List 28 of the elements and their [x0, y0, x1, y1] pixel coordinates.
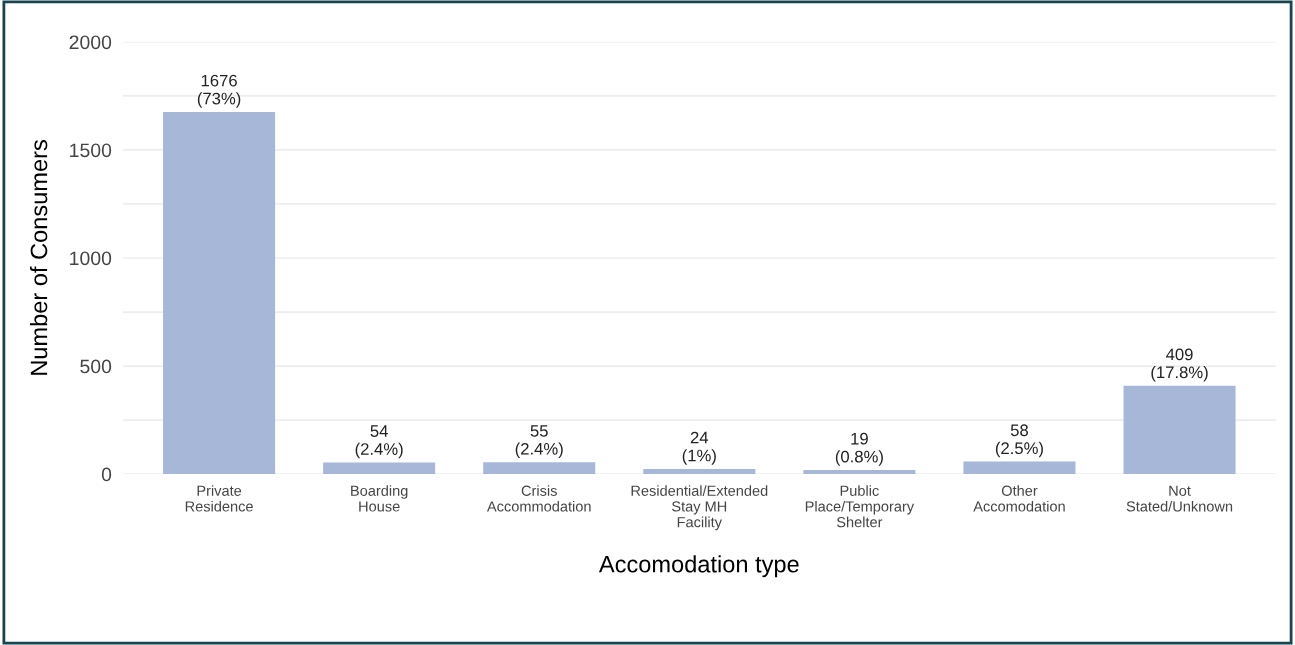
y-tick-label: 0	[101, 467, 112, 482]
x-tick-label: Other Accomodation	[973, 485, 1065, 512]
bar	[963, 461, 1076, 475]
y-axis-title: Number of Consumers	[29, 140, 48, 375]
y-tick-label: 500	[80, 359, 112, 374]
data-label: 55 (2.4%)	[515, 425, 563, 459]
data-label: 58 (2.5%)	[995, 424, 1043, 458]
bar	[483, 462, 596, 475]
bar	[643, 468, 756, 475]
bar	[163, 111, 276, 475]
bar	[803, 469, 916, 475]
y-tick-label: 1000	[70, 251, 112, 266]
x-axis-title: Accomodation type	[598, 555, 799, 578]
data-label: 24 (1%)	[682, 431, 716, 465]
x-tick-label: Public Place/Temporary Shelter	[805, 485, 915, 528]
bar	[323, 462, 436, 475]
data-label: 1676 (73%)	[197, 74, 241, 108]
x-tick-label: Crisis Accommodation	[486, 485, 591, 512]
y-tick-label: 2000	[69, 35, 112, 50]
x-tick-label: Boarding House	[351, 485, 408, 512]
data-label: 409 (17.8%)	[1151, 348, 1208, 382]
bar	[1123, 385, 1236, 475]
x-tick-label: Not Stated/Unknown	[1126, 485, 1233, 512]
x-tick-label: Private Residence	[185, 485, 253, 512]
data-label: 54 (2.4%)	[355, 425, 403, 459]
x-tick-label: Residential/Extended Stay MH Facility	[631, 485, 768, 531]
y-tick-label: 1500	[70, 143, 112, 158]
data-label: 19 (0.8%)	[835, 432, 883, 466]
